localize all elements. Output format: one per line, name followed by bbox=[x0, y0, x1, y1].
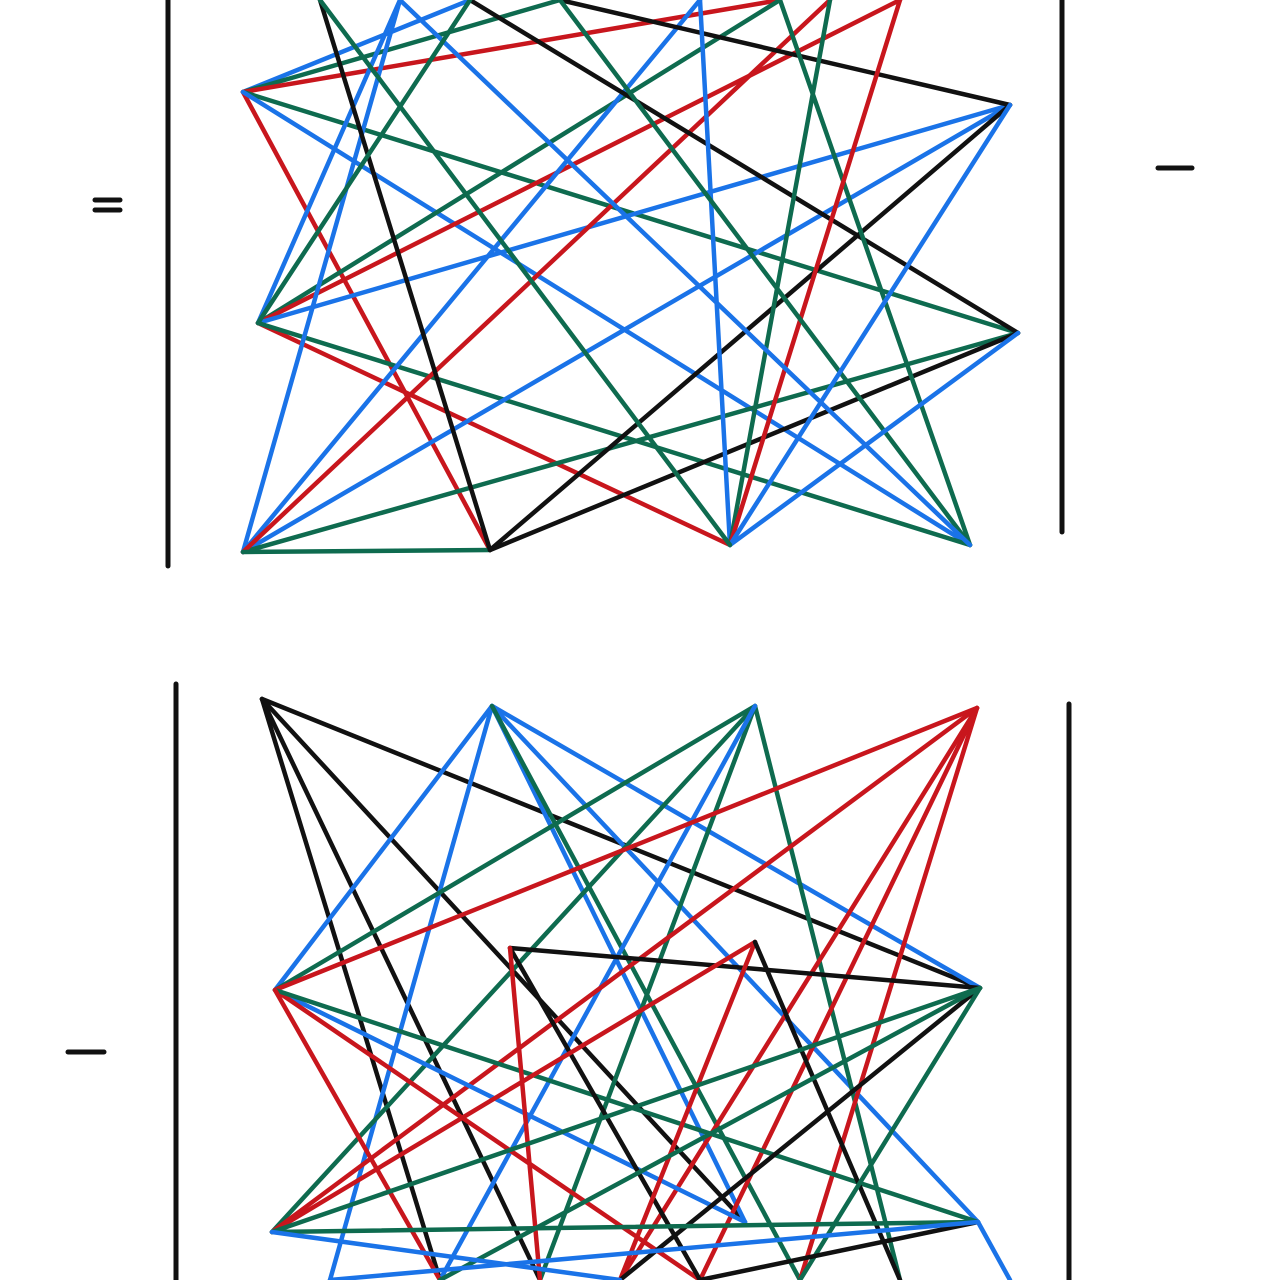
bottom-edge-blue bbox=[489, 703, 983, 991]
bottom-edge-black bbox=[259, 696, 543, 1280]
bottom-edge-green bbox=[797, 985, 983, 1280]
bottom-edge-red bbox=[272, 987, 703, 1280]
bottom-edge-green bbox=[537, 703, 758, 1280]
top-edge-green bbox=[240, 547, 493, 555]
bottom-panel bbox=[65, 681, 1072, 1280]
top-edge-red bbox=[240, 0, 783, 95]
top-edge-red bbox=[727, 0, 903, 548]
bottom-edge-red bbox=[507, 945, 543, 1280]
bottom-edge-red bbox=[269, 939, 758, 1235]
top-edge-green bbox=[255, 0, 783, 326]
bottom-edge-blue bbox=[327, 1219, 981, 1280]
bottom-edge-green bbox=[752, 703, 903, 1280]
top-edge-blue bbox=[727, 330, 1021, 548]
top-edge-blue bbox=[240, 0, 703, 555]
top-edge-blue bbox=[240, 102, 1013, 555]
top-edge-red bbox=[240, 0, 833, 555]
bottom-edge-blue bbox=[437, 703, 758, 1280]
bottom-edge-green bbox=[269, 985, 983, 1235]
bottom-edge-blue bbox=[269, 1229, 623, 1280]
bottom-edge-red bbox=[697, 705, 980, 1280]
top-panel bbox=[92, 0, 1195, 569]
top-edge-blue bbox=[727, 102, 1013, 548]
top-edge-green bbox=[255, 320, 973, 548]
top-edge-green bbox=[240, 330, 1021, 555]
top-edge-green bbox=[557, 0, 973, 548]
bottom-edge-red bbox=[617, 705, 980, 1280]
bottom-edge-green bbox=[272, 703, 758, 993]
top-edge-green bbox=[240, 0, 563, 95]
bottom-edge-red bbox=[272, 705, 980, 993]
top-edge-red bbox=[240, 89, 493, 553]
bottom-edge-black bbox=[697, 1219, 981, 1280]
top-edge-blue bbox=[397, 0, 973, 548]
top-edge-black bbox=[317, 0, 493, 553]
bottom-edge-blue bbox=[327, 703, 495, 1280]
top-edge-black bbox=[487, 102, 1013, 553]
bottom-edge-blue bbox=[272, 703, 495, 993]
bottom-edge-black bbox=[617, 985, 983, 1280]
top-edge-blue bbox=[255, 0, 403, 326]
top-edge-black bbox=[557, 0, 1013, 108]
top-edge-blue bbox=[240, 0, 403, 555]
bottom-edge-blue bbox=[975, 1219, 1013, 1280]
top-edge-black bbox=[467, 0, 1021, 336]
top-edge-green bbox=[317, 0, 733, 548]
top-edge-red bbox=[255, 320, 733, 548]
top-edge-blue bbox=[697, 0, 733, 548]
top-edge-blue bbox=[240, 89, 973, 548]
top-edge-green bbox=[727, 0, 833, 548]
bottom-edge-green bbox=[269, 1219, 981, 1235]
bottom-edge-black bbox=[259, 696, 748, 1225]
top-edge-black bbox=[487, 330, 1021, 553]
top-edge-blue bbox=[255, 102, 1013, 326]
bottom-edge-red bbox=[617, 939, 758, 1280]
bottom-edge-blue bbox=[272, 987, 748, 1225]
top-edge-green bbox=[255, 0, 473, 326]
bottom-edge-green bbox=[437, 985, 983, 1280]
bottom-edge-red bbox=[797, 705, 980, 1280]
bottom-edge-blue bbox=[489, 703, 981, 1225]
bottom-edge-red bbox=[269, 705, 980, 1235]
